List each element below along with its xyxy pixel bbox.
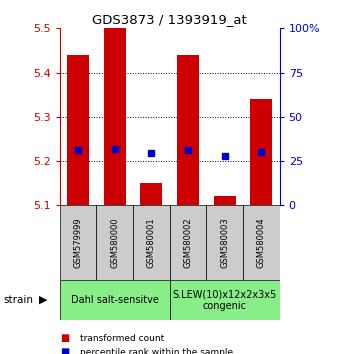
- Bar: [243, 205, 280, 280]
- Text: GSM580002: GSM580002: [183, 217, 192, 268]
- Text: ▶: ▶: [39, 295, 48, 305]
- Bar: [213, 196, 236, 205]
- Text: percentile rank within the sample: percentile rank within the sample: [80, 348, 233, 354]
- Text: GSM580003: GSM580003: [220, 217, 229, 268]
- Text: S.LEW(10)x12x2x3x5
congenic: S.LEW(10)x12x2x3x5 congenic: [173, 289, 277, 311]
- Bar: [60, 205, 96, 280]
- Bar: [169, 205, 206, 280]
- Bar: [67, 55, 89, 205]
- Text: GSM580000: GSM580000: [110, 217, 119, 268]
- Text: GSM580004: GSM580004: [257, 217, 266, 268]
- Bar: [140, 183, 162, 205]
- Bar: [133, 205, 170, 280]
- Title: GDS3873 / 1393919_at: GDS3873 / 1393919_at: [92, 13, 247, 26]
- Text: GSM580001: GSM580001: [147, 217, 156, 268]
- Bar: [177, 55, 199, 205]
- Bar: [60, 280, 169, 320]
- Bar: [169, 280, 280, 320]
- Text: ■: ■: [60, 333, 69, 343]
- Text: transformed count: transformed count: [80, 333, 164, 343]
- Bar: [206, 205, 243, 280]
- Text: Dahl salt-sensitve: Dahl salt-sensitve: [71, 295, 159, 305]
- Bar: [96, 205, 133, 280]
- Text: strain: strain: [3, 295, 33, 305]
- Text: ■: ■: [60, 347, 69, 354]
- Bar: [104, 28, 125, 205]
- Text: GSM579999: GSM579999: [74, 217, 83, 268]
- Bar: [250, 99, 272, 205]
